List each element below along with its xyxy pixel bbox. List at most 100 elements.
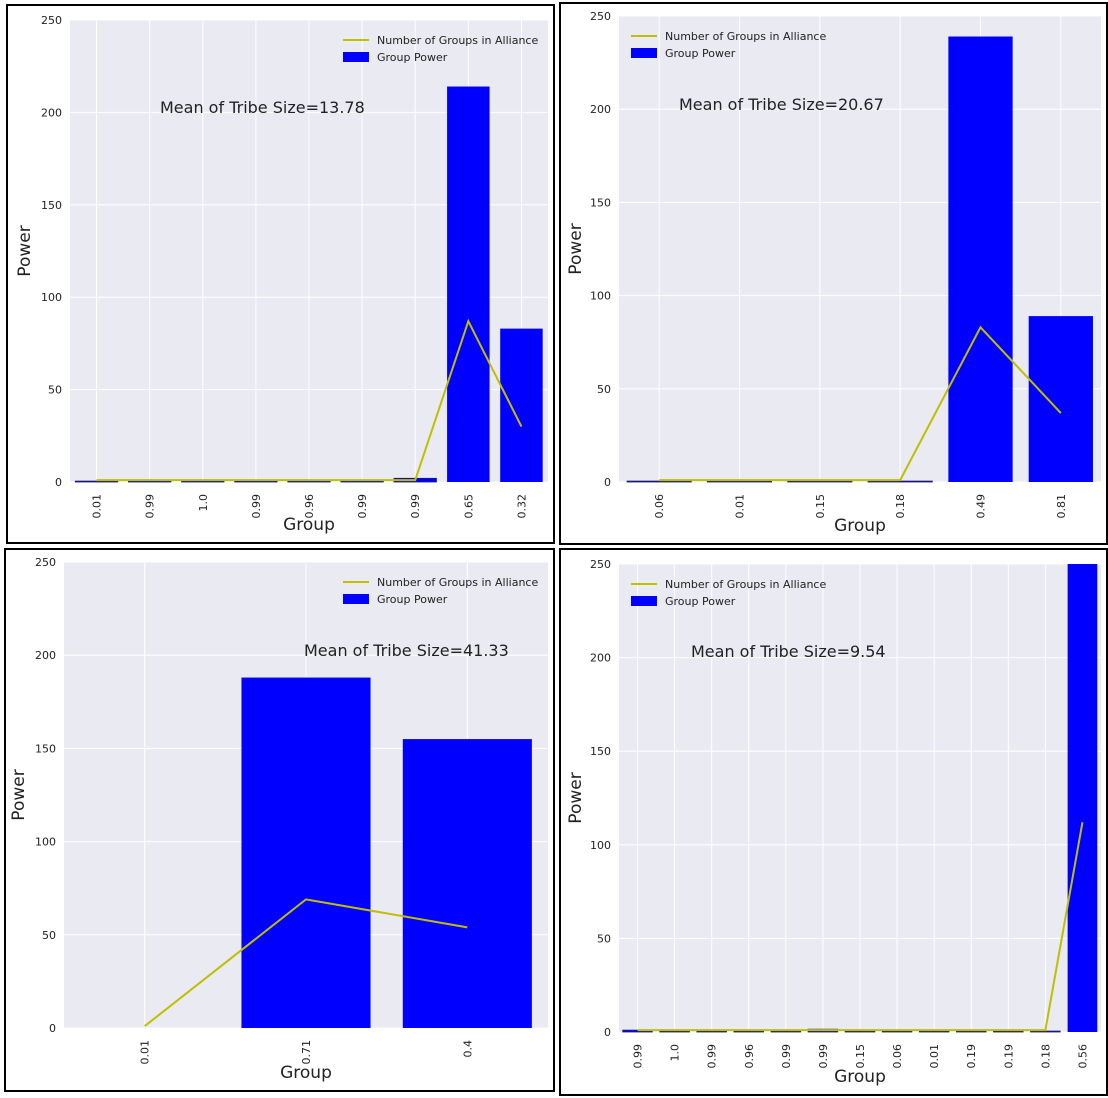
bar — [770, 1030, 802, 1033]
x-tick-label: 0.99 — [409, 494, 422, 519]
y-tick-label: 250 — [41, 14, 62, 27]
y-tick-label: 200 — [41, 106, 62, 119]
x-axis-label: Group — [834, 1067, 886, 1087]
legend-bar-label: Group Power — [377, 51, 448, 64]
y-tick-label: 200 — [590, 103, 611, 116]
bar — [993, 1030, 1024, 1033]
bar — [696, 1030, 727, 1033]
x-tick-label: 0.06 — [653, 494, 666, 519]
bar — [733, 1030, 765, 1033]
bar — [867, 480, 933, 483]
mean-tribe-size-annotation: Mean of Tribe Size=20.67 — [679, 95, 884, 114]
legend-line-label: Number of Groups in Alliance — [377, 34, 538, 47]
legend-line-label: Number of Groups in Alliance — [377, 576, 538, 589]
legend-bar-label: Group Power — [665, 595, 736, 608]
y-tick-label: 150 — [41, 199, 62, 212]
y-tick-label: 50 — [597, 932, 611, 945]
bar — [447, 86, 490, 482]
y-tick-label: 100 — [590, 290, 611, 303]
y-axis-label: Power — [15, 225, 35, 276]
bar — [881, 1030, 913, 1033]
mean-tribe-size-annotation: Mean of Tribe Size=9.54 — [691, 642, 886, 661]
legend-bar-label: Group Power — [377, 593, 448, 606]
bar — [1028, 316, 1093, 482]
legend: Number of Groups in Alliance Group Power — [343, 34, 538, 64]
chart-panel-top-left: 0 50 100 150 200 250 0.01 0.99 1.0 0.99 0.96 0.99 0.… — [6, 4, 555, 544]
y-tick-label: 150 — [590, 745, 611, 758]
chart-svg: 0 50 100 150 200 250 0.01 0.99 1.0 0.99 0.96 0.99 0.… — [15, 14, 548, 535]
bar — [844, 1030, 876, 1033]
mean-tribe-size-annotation: Mean of Tribe Size=41.33 — [304, 641, 509, 660]
bar — [626, 480, 692, 483]
bar — [706, 480, 773, 483]
legend: Number of Groups in Alliance Group Power — [631, 578, 826, 608]
bar — [402, 739, 532, 1028]
y-axis-label: Power — [9, 769, 29, 820]
legend-line-label: Number of Groups in Alliance — [665, 30, 826, 43]
y-tick-label: 0 — [55, 476, 62, 489]
x-tick-label: 1.0 — [197, 494, 210, 512]
mean-tribe-size-annotation: Mean of Tribe Size=13.78 — [160, 98, 365, 117]
bar — [241, 677, 371, 1028]
chart-panel-top-right: 0 50 100 150 200 250 0.06 0.01 0.15 0.18 0.49 0.81 M… — [559, 2, 1108, 545]
x-axis-label: Group — [280, 1063, 332, 1083]
alliance-line — [144, 898, 468, 1027]
x-tick-label: 0.15 — [854, 1044, 867, 1069]
x-tick-label: 0.18 — [1039, 1044, 1052, 1069]
x-tick-label: 0.99 — [356, 494, 369, 519]
x-tick-label: 0.19 — [1002, 1044, 1015, 1069]
legend-bar-swatch — [631, 596, 657, 606]
x-tick-label: 0.19 — [965, 1044, 978, 1069]
bar — [659, 1030, 690, 1033]
bar — [74, 480, 119, 483]
y-tick-label: 200 — [590, 652, 611, 665]
legend-line-label: Number of Groups in Alliance — [665, 578, 826, 591]
x-tick-label: 0.01 — [734, 494, 747, 519]
x-tick-label: 0.81 — [1055, 494, 1068, 519]
x-tick-label: 0.99 — [817, 1044, 830, 1069]
chart-svg: 0 50 100 150 200 250 0.99 1.0 0.99 0.96 0.99 0.99 0.… — [566, 558, 1101, 1087]
x-tick-label: 0.65 — [462, 494, 475, 519]
chart-svg: 0 50 100 150 200 250 0.01 0.71 0.4 Mean of Tribe … — [9, 556, 548, 1083]
bar — [787, 480, 853, 483]
y-tick-label: 200 — [35, 649, 56, 662]
legend-bar-swatch — [631, 48, 657, 58]
y-tick-label: 0 — [604, 1026, 611, 1039]
x-tick-label: 0.06 — [891, 1044, 904, 1069]
x-tick-label: 0.01 — [91, 494, 104, 519]
x-tick-label: 0.71 — [300, 1040, 313, 1065]
x-tick-label: 0.4 — [461, 1040, 474, 1058]
legend: Number of Groups in Alliance Group Power — [631, 30, 826, 60]
x-tick-label: 0.56 — [1076, 1044, 1089, 1069]
x-tick-label: 0.32 — [515, 494, 528, 519]
legend-bar-swatch — [343, 594, 369, 604]
y-tick-label: 100 — [590, 839, 611, 852]
x-tick-label: 0.96 — [743, 1044, 756, 1069]
x-tick-label: 0.99 — [632, 1044, 645, 1069]
x-tick-label: 0.99 — [144, 494, 157, 519]
y-tick-label: 100 — [41, 291, 62, 304]
x-tick-label: 0.15 — [814, 494, 827, 519]
bar — [948, 36, 1013, 483]
bar — [955, 1030, 987, 1033]
legend: Number of Groups in Alliance Group Power — [343, 576, 538, 606]
x-tick-label: 0.99 — [780, 1044, 793, 1069]
alliance-line — [637, 822, 1084, 1032]
x-axis-label: Group — [283, 515, 335, 535]
bar — [1030, 1030, 1061, 1033]
x-tick-label: 0.01 — [928, 1044, 941, 1069]
y-tick-label: 50 — [48, 384, 62, 397]
y-tick-label: 250 — [590, 558, 611, 571]
alliance-line — [659, 325, 1062, 482]
y-tick-label: 150 — [590, 196, 611, 209]
y-tick-label: 250 — [35, 556, 56, 569]
x-tick-label: 0.99 — [250, 494, 263, 519]
x-tick-label: 0.96 — [303, 494, 316, 519]
x-tick-label: 0.99 — [706, 1044, 719, 1069]
x-tick-label: 1.0 — [669, 1044, 682, 1062]
y-axis-label: Power — [566, 223, 586, 274]
chart-panel-bottom-left: 0 50 100 150 200 250 0.01 0.71 0.4 Mean of Tribe … — [4, 548, 555, 1092]
legend-bar-swatch — [343, 52, 369, 62]
x-axis-label: Group — [834, 516, 886, 536]
bar — [918, 1030, 950, 1033]
